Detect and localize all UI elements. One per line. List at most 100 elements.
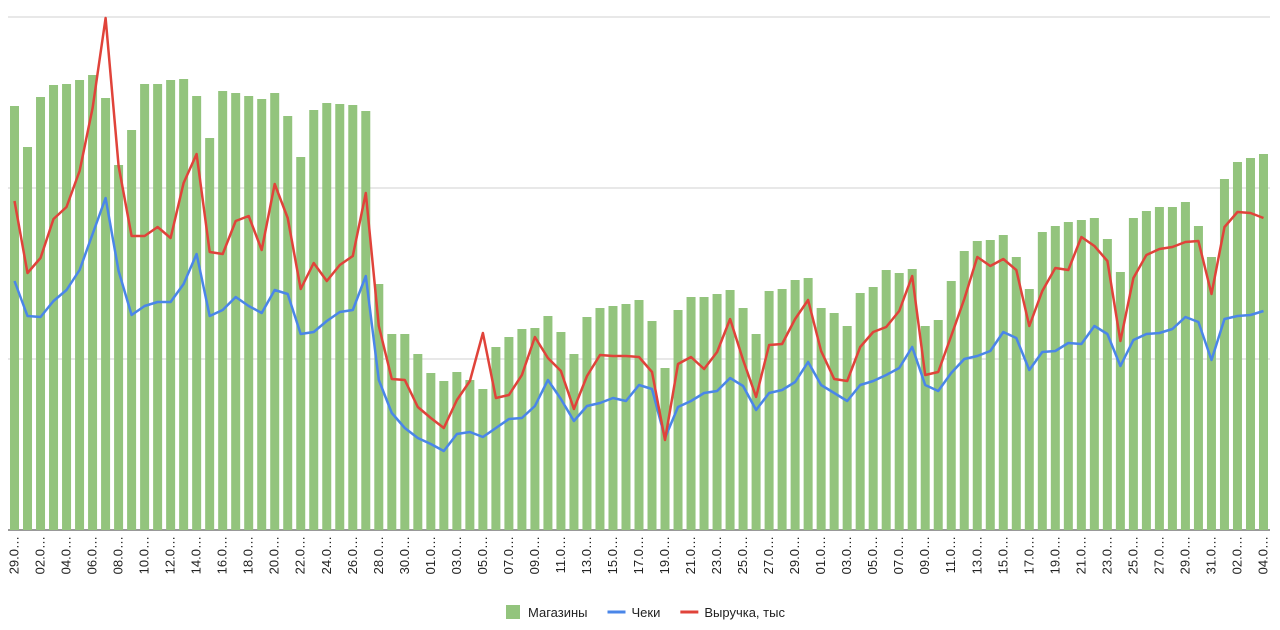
x-tick-label: 27.0…	[761, 536, 776, 574]
bar	[1024, 289, 1034, 530]
bar	[1089, 218, 1099, 530]
bar	[62, 84, 72, 530]
legend-swatch	[506, 605, 520, 619]
legend-label: Выручка, тыс	[704, 605, 785, 620]
line-series	[13, 196, 1264, 453]
bar	[465, 380, 475, 530]
x-tick-label: 21.0…	[683, 536, 698, 574]
bar	[855, 293, 865, 530]
bar	[101, 98, 111, 530]
bar	[439, 381, 449, 530]
bar	[1063, 222, 1073, 530]
bar	[478, 389, 488, 530]
x-tick-label: 04.0…	[1255, 536, 1270, 574]
x-tick-label: 14.0…	[189, 536, 204, 574]
bar	[244, 96, 254, 530]
bar	[1128, 218, 1138, 530]
bar	[127, 130, 137, 530]
x-tick-label: 11.0…	[943, 536, 958, 573]
x-tick-label: 22.0…	[293, 536, 308, 574]
bar	[1011, 257, 1021, 530]
bar	[660, 368, 670, 530]
bar	[114, 165, 124, 530]
bar	[894, 273, 904, 530]
bar	[1141, 211, 1151, 530]
bar	[764, 291, 774, 530]
x-tick-label: 13.0…	[969, 536, 984, 574]
x-tick-label: 05.0…	[865, 536, 880, 574]
bar	[751, 334, 761, 530]
bar	[946, 281, 956, 530]
bar	[985, 240, 995, 530]
bar	[153, 84, 163, 530]
bar	[777, 289, 787, 530]
legend-label: Магазины	[528, 605, 588, 620]
x-tick-label: 07.0…	[891, 536, 906, 574]
bar	[1219, 179, 1229, 530]
bar	[621, 304, 631, 530]
bar	[582, 317, 592, 530]
bar	[608, 306, 618, 530]
x-tick-label: 29.0…	[1177, 536, 1192, 574]
bar	[647, 321, 657, 530]
x-tick-label: 10.0…	[137, 536, 152, 574]
bar	[543, 316, 553, 530]
bar	[231, 93, 241, 530]
x-tick-label: 08.0…	[111, 536, 126, 574]
x-tick-label: 15.0…	[995, 536, 1010, 574]
bar	[1206, 257, 1216, 530]
x-tick-label: 13.0…	[579, 536, 594, 574]
x-tick-label: 20.0…	[267, 536, 282, 574]
bar	[166, 80, 176, 530]
bar	[36, 97, 46, 530]
bar	[361, 111, 371, 530]
bar	[491, 347, 501, 530]
bar	[959, 251, 969, 530]
bar	[699, 297, 709, 530]
bar	[374, 284, 384, 530]
x-tick-label: 09.0…	[527, 536, 542, 574]
line-series	[13, 16, 1264, 442]
bar	[205, 138, 215, 530]
x-tick-label: 03.0…	[839, 536, 854, 574]
bar	[179, 79, 189, 530]
legend-label: Чеки	[632, 605, 661, 620]
bar	[907, 269, 917, 530]
x-tick-label: 23.0…	[1099, 536, 1114, 574]
x-tick-label: 06.0…	[85, 536, 100, 574]
x-tick-label: 15.0…	[605, 536, 620, 574]
bar	[725, 290, 735, 530]
x-tick-label: 11.0…	[553, 536, 568, 573]
bar	[530, 328, 540, 530]
bar	[88, 75, 98, 530]
bar	[504, 337, 514, 530]
bar	[920, 326, 930, 530]
bar	[257, 99, 267, 530]
bar	[1167, 207, 1177, 530]
x-tick-label: 02.0…	[1229, 536, 1244, 574]
bar	[1037, 232, 1047, 530]
bar	[452, 372, 462, 530]
x-tick-label: 31.0…	[1203, 536, 1218, 574]
x-tick-label: 25.0…	[1125, 536, 1140, 574]
bar	[75, 80, 85, 530]
x-tick-label: 29.0…	[787, 536, 802, 574]
x-tick-label: 30.0…	[397, 536, 412, 574]
x-tick-label: 26.0…	[345, 536, 360, 574]
bar	[998, 235, 1008, 530]
x-tick-label: 28.0…	[371, 536, 386, 574]
bar	[634, 300, 644, 530]
bar	[309, 110, 319, 530]
bar	[387, 334, 397, 530]
bar	[1076, 220, 1086, 530]
x-tick-label: 17.0…	[631, 536, 646, 574]
bar	[1232, 162, 1242, 530]
bar	[1154, 207, 1164, 530]
x-tick-label: 27.0…	[1151, 536, 1166, 574]
bar	[400, 334, 410, 530]
bar	[1115, 272, 1125, 530]
bar	[1180, 202, 1190, 530]
bar	[1050, 226, 1060, 530]
x-tick-label: 24.0…	[319, 536, 334, 574]
